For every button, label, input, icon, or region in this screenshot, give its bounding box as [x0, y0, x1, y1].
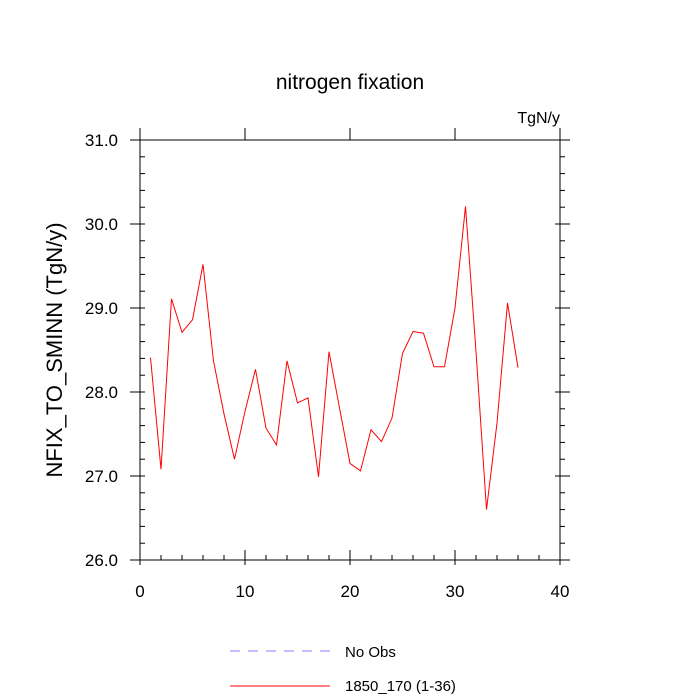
y-tick-label: 27.0 — [85, 467, 118, 486]
series-line — [150, 206, 519, 510]
y-tick-label: 29.0 — [85, 299, 118, 318]
y-tick-label: 30.0 — [85, 215, 118, 234]
chart-title: nitrogen fixation — [276, 71, 424, 94]
legend-obs-label: No Obs — [345, 644, 396, 661]
y-tick-label: 26.0 — [85, 551, 118, 570]
x-tick-label: 10 — [236, 582, 255, 601]
y-tick-label: 31.0 — [85, 131, 118, 150]
x-tick-label: 0 — [135, 582, 144, 601]
tick-labels: 0 10 20 30 40 26.0 27.0 28.0 29.0 30.0 31.0 — [85, 131, 570, 601]
plot-frame — [139, 139, 561, 561]
series-group — [150, 206, 519, 510]
legend-model-label: 1850_170 (1-36) — [345, 678, 456, 695]
units-label: TgN/y — [517, 110, 560, 127]
y-axis-label: NFIX_TO_SMINN (TgN/y) — [42, 222, 67, 477]
x-tick-label: 20 — [341, 582, 360, 601]
x-tick-label: 40 — [551, 582, 570, 601]
y-tick-label: 28.0 — [85, 383, 118, 402]
x-tick-label: 30 — [446, 582, 465, 601]
axis-ticks — [130, 128, 570, 565]
legend: No Obs 1850_170 (1-36) — [230, 644, 456, 695]
